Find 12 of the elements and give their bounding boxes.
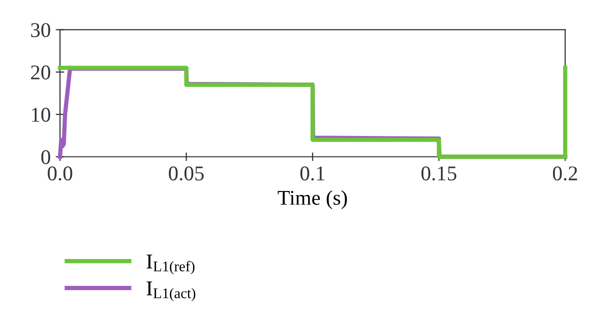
y-tick-label: 20 <box>31 65 50 80</box>
x-axis-title: Time (s) <box>278 190 347 210</box>
y-tick-label: 0 <box>41 150 50 164</box>
y-tick-label: 30 <box>31 23 50 38</box>
legend-label: I$_{L1(ref)}$ <box>146 254 194 274</box>
x-tick-label: 0.1 <box>300 166 324 181</box>
y-tick-label: 10 <box>32 108 50 122</box>
x-tick-label: 0.15 <box>421 166 456 181</box>
x-tick-label: 0.0 <box>48 166 72 181</box>
x-tick-label: 0.2 <box>552 166 578 181</box>
legend-label: I$_{L1(act)}$ <box>146 282 196 302</box>
x-tick-label: 0.05 <box>168 166 204 181</box>
